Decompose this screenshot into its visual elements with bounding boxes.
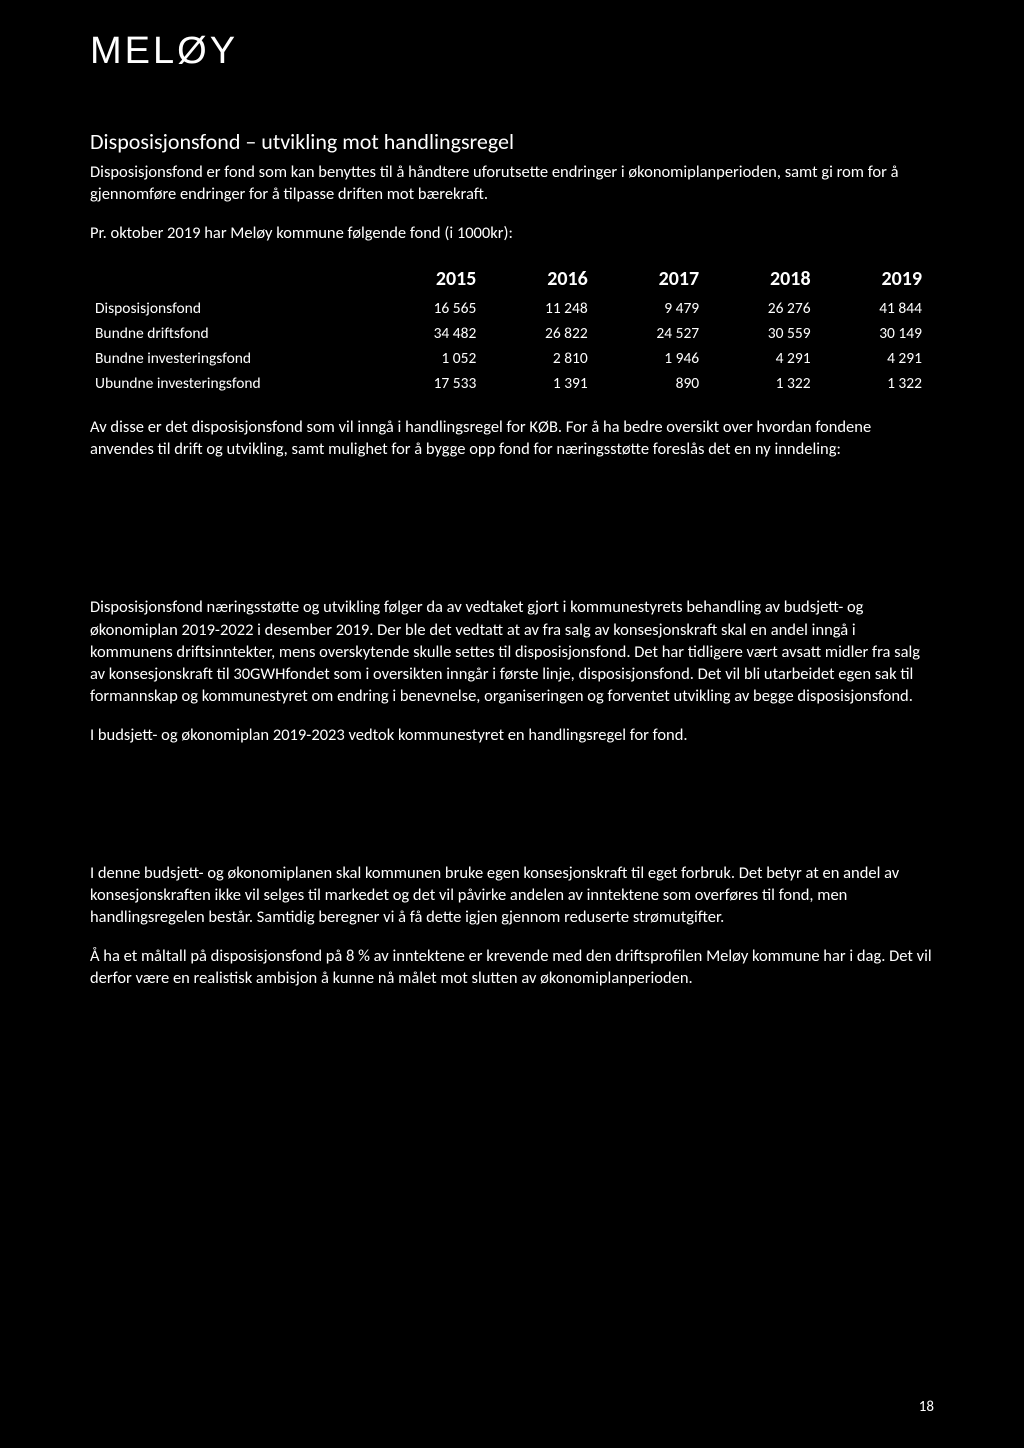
table-cell: 41 844 [823, 296, 934, 321]
table-cell: 24 527 [600, 321, 711, 346]
table-row: Disposisjonsfond 16 565 11 248 9 479 26 … [90, 296, 934, 321]
mid-paragraph-2: Disposisjonsfond næringsstøtte og utvikl… [90, 596, 934, 707]
table-cell: 4 291 [711, 346, 822, 371]
table-cell: Disposisjonsfond [90, 296, 377, 321]
table-cell: 4 291 [823, 346, 934, 371]
table-cell: Bundne driftsfond [90, 321, 377, 346]
table-cell: 30 149 [823, 321, 934, 346]
table-cell: 26 822 [488, 321, 599, 346]
table-row: Ubundne investeringsfond 17 533 1 391 89… [90, 371, 934, 396]
table-header-cell [90, 262, 377, 296]
vertical-gap [90, 762, 934, 862]
mid-paragraph-3: I budsjett- og økonomiplan 2019-2023 ved… [90, 724, 934, 746]
table-cell: 1 322 [711, 371, 822, 396]
fund-table: 2015 2016 2017 2018 2019 Disposisjonsfon… [90, 262, 934, 396]
table-cell: 9 479 [600, 296, 711, 321]
table-header-cell: 2016 [488, 262, 599, 296]
table-cell: 2 810 [488, 346, 599, 371]
section-title: Disposisjonsfond – utvikling mot handlin… [90, 128, 934, 155]
intro-paragraph-1: Disposisjonsfond er fond som kan benytte… [90, 161, 934, 206]
table-cell: 1 052 [377, 346, 488, 371]
table-cell: 26 276 [711, 296, 822, 321]
table-cell: 1 322 [823, 371, 934, 396]
bottom-paragraph-1: I denne budsjett- og økonomiplanen skal … [90, 862, 934, 929]
table-cell: 16 565 [377, 296, 488, 321]
table-cell: 1 391 [488, 371, 599, 396]
vertical-gap [90, 476, 934, 596]
table-header-cell: 2018 [711, 262, 822, 296]
table-cell: 890 [600, 371, 711, 396]
table-header-cell: 2017 [600, 262, 711, 296]
table-cell: 34 482 [377, 321, 488, 346]
table-row: Bundne investeringsfond 1 052 2 810 1 94… [90, 346, 934, 371]
table-cell: Ubundne investeringsfond [90, 371, 377, 396]
table-cell: 1 946 [600, 346, 711, 371]
page-number: 18 [919, 1398, 934, 1416]
logo-text: MELØY [90, 30, 934, 73]
bottom-paragraph-2: Å ha et måltall på disposisjonsfond på 8… [90, 945, 934, 990]
fund-table-container: 2015 2016 2017 2018 2019 Disposisjonsfon… [90, 262, 934, 396]
table-header-row: 2015 2016 2017 2018 2019 [90, 262, 934, 296]
table-cell: Bundne investeringsfond [90, 346, 377, 371]
intro-paragraph-2: Pr. oktober 2019 har Meløy kommune følge… [90, 222, 934, 244]
table-header-cell: 2015 [377, 262, 488, 296]
table-cell: 17 533 [377, 371, 488, 396]
mid-paragraph-1: Av disse er det disposisjonsfond som vil… [90, 416, 934, 461]
table-row: Bundne driftsfond 34 482 26 822 24 527 3… [90, 321, 934, 346]
table-cell: 30 559 [711, 321, 822, 346]
table-cell: 11 248 [488, 296, 599, 321]
table-header-cell: 2019 [823, 262, 934, 296]
